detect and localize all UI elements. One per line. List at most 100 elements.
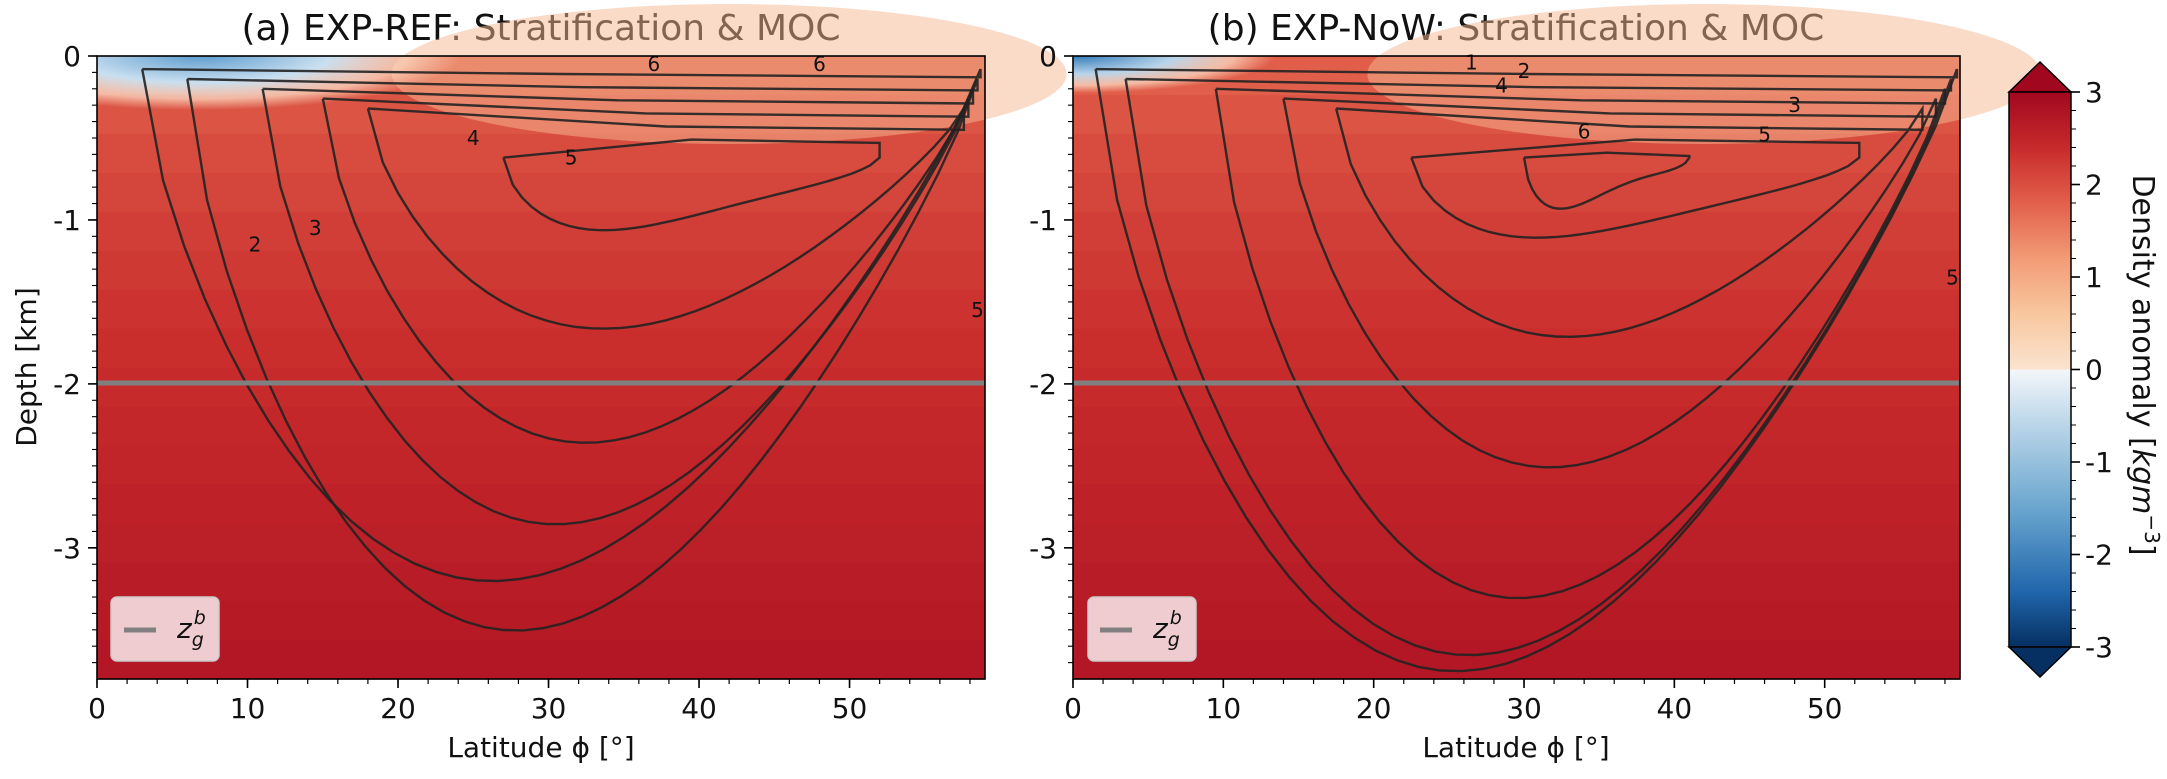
density-band xyxy=(97,172,985,213)
moc-contour-2 xyxy=(186,77,979,632)
density-band xyxy=(97,523,985,563)
y-tick-label: -3 xyxy=(53,532,81,565)
x-tick-label: 10 xyxy=(1206,692,1242,725)
density-band xyxy=(97,211,985,252)
contour-label: 3 xyxy=(309,216,322,240)
x-tick-label: 20 xyxy=(380,692,416,725)
colorbar-tick-label: -3 xyxy=(2085,631,2113,664)
contour-label: 1 xyxy=(1465,51,1478,75)
density-band xyxy=(1073,601,1960,641)
panel-a-contour-labels: 2 3 4 5 5 6 6 xyxy=(249,52,984,322)
density-band xyxy=(1073,523,1960,563)
panel-a-plot-area: 2 3 4 5 5 6 6 0 10 20 30 40 50 0 -1 -2 -3 zgb xyxy=(53,4,1067,725)
x-tick-label: 50 xyxy=(832,692,868,725)
moc-contour-7 xyxy=(1522,151,1691,210)
moc-contour-4 xyxy=(321,97,970,444)
contour-label: 2 xyxy=(249,233,262,257)
y-tick-label: 0 xyxy=(63,40,81,73)
colorbar-tick-label: 2 xyxy=(2085,169,2103,202)
x-tick-label: 0 xyxy=(88,692,106,725)
contour-label: 3 xyxy=(1788,93,1801,117)
contour-label: 5 xyxy=(971,298,984,322)
x-tick-label: 0 xyxy=(1064,692,1082,725)
moc-contour-3 xyxy=(1214,87,1947,600)
panel-b-xlabel: Latitude ϕ [°] xyxy=(1422,731,1609,764)
colorbar-tick-label: 0 xyxy=(2085,354,2103,387)
density-band xyxy=(1073,133,1960,174)
panel-a-xlabel: Latitude ϕ [°] xyxy=(447,731,634,764)
y-tick-label: -2 xyxy=(53,368,81,401)
moc-contour-6 xyxy=(502,138,881,232)
panel-a-axis-ticks: 0 10 20 30 40 50 0 -1 -2 -3 xyxy=(53,40,971,725)
colorbar-tick-label: 1 xyxy=(2085,261,2103,294)
contour-label: 6 xyxy=(813,52,826,76)
density-band xyxy=(97,601,985,641)
contour-label: 6 xyxy=(1578,119,1591,143)
density-band xyxy=(97,328,985,369)
y-tick-label: -2 xyxy=(1029,368,1057,401)
density-band xyxy=(97,250,985,291)
y-tick-label: 0 xyxy=(1039,40,1057,73)
colorbar-ticks: 3 2 1 0 -1 -2 -3 xyxy=(2071,76,2113,664)
x-tick-label: 30 xyxy=(1506,692,1542,725)
x-tick-label: 40 xyxy=(1657,692,1693,725)
y-tick-label: -1 xyxy=(1029,204,1057,237)
panel-b-moc-contours xyxy=(1094,67,1959,673)
contour-label: 2 xyxy=(1518,59,1531,83)
panel-b-density-field xyxy=(1073,4,2042,680)
colorbar-tick-label: 3 xyxy=(2085,76,2103,109)
contour-label: 4 xyxy=(1495,74,1508,98)
contour-label: 6 xyxy=(648,52,661,76)
density-band xyxy=(97,484,985,524)
density-band xyxy=(1073,289,1960,330)
panel-b: (b) EXP-NoW: Stratification & MOC 124635… xyxy=(1029,4,2042,764)
contour-label: 4 xyxy=(467,126,480,150)
panel-b-axis-ticks: 0 10 20 30 40 50 0 -1 -2 -3 xyxy=(1029,40,1946,725)
density-band xyxy=(1073,484,1960,524)
density-band xyxy=(1073,211,1960,252)
panel-a: (a) EXP-REF: Stratification & MOC 234556… xyxy=(10,4,1067,764)
panel-b-legend-label: zgb xyxy=(1152,607,1182,651)
colorbar-tick-label: -2 xyxy=(2085,539,2113,572)
panel-a-ylabel: Depth [km] xyxy=(10,287,43,447)
moc-contour-5 xyxy=(1334,104,1924,339)
x-tick-label: 50 xyxy=(1807,692,1843,725)
moc-contour-5 xyxy=(366,104,966,330)
colorbar-label: Density anomaly [kgm−3] xyxy=(2125,174,2164,555)
panel-b-legend-box xyxy=(1087,596,1197,662)
density-band xyxy=(1073,406,1960,446)
moc-contour-3 xyxy=(261,87,975,526)
density-band xyxy=(1073,562,1960,602)
colorbar: 3 2 1 0 -1 -2 -3 Density anomaly [kgm−3] xyxy=(2007,60,2164,679)
colorbar-tick-label: -1 xyxy=(2085,446,2113,479)
x-tick-label: 40 xyxy=(681,692,717,725)
density-band xyxy=(97,640,985,680)
panel-a-moc-contours xyxy=(141,67,982,632)
density-band xyxy=(1073,328,1960,369)
density-band xyxy=(1073,172,1960,213)
x-tick-label: 20 xyxy=(1356,692,1392,725)
panel-a-legend-label: zgb xyxy=(176,607,206,651)
panel-a-legend-box xyxy=(110,596,220,662)
moc-contour-6 xyxy=(1410,138,1861,239)
density-band xyxy=(97,406,985,446)
density-band xyxy=(1073,367,1960,408)
density-band xyxy=(97,445,985,485)
density-band xyxy=(1073,250,1960,291)
panel-a-density-field xyxy=(97,4,1067,680)
panel-b-legend: zgb xyxy=(1087,596,1197,662)
contour-label: 5 xyxy=(1946,265,1959,289)
y-tick-label: -1 xyxy=(53,204,81,237)
moc-contour-1 xyxy=(1094,67,1959,673)
x-tick-label: 10 xyxy=(230,692,266,725)
x-tick-label: 30 xyxy=(531,692,567,725)
density-band xyxy=(97,367,985,408)
contour-label: 5 xyxy=(565,146,578,170)
moc-contour-2 xyxy=(1124,77,1953,657)
y-tick-label: -3 xyxy=(1029,532,1057,565)
density-band xyxy=(1073,445,1960,485)
density-band xyxy=(97,562,985,602)
